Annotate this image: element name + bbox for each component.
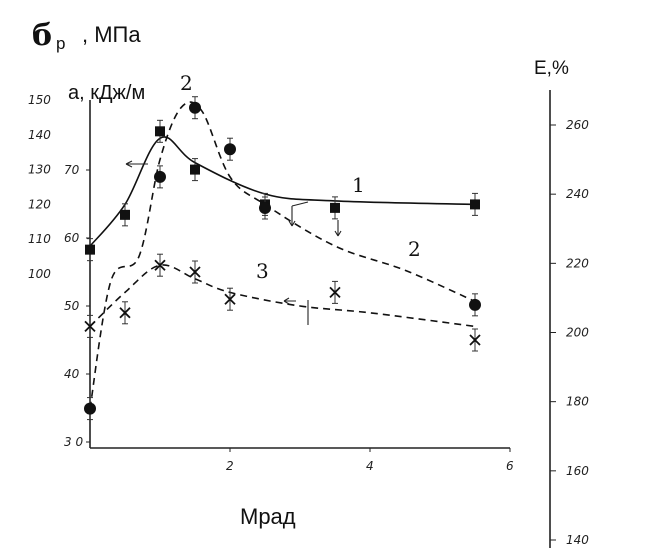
- series-1-point: [120, 209, 130, 220]
- e-tick-label: 140: [566, 533, 589, 547]
- a-tick-label: 3 0: [64, 435, 83, 449]
- axis-indicator-arrow: [334, 220, 342, 237]
- sigma-tick-label: 100: [28, 267, 51, 281]
- sigma-tick-label: 140: [28, 128, 51, 142]
- series-2-point: [224, 143, 236, 156]
- series-1-point: [470, 199, 480, 210]
- a-tick-label: 50: [64, 299, 80, 313]
- curve-label-2: 2: [180, 71, 193, 95]
- sigma-tick-label: 130: [28, 163, 51, 177]
- impact-axis-label: a, кДж/м: [68, 82, 146, 104]
- series-1-point: [330, 202, 340, 213]
- axis-indicator-arrow: [125, 160, 148, 168]
- sigma-tick-label: 120: [28, 197, 51, 211]
- axes-group: [89, 90, 551, 548]
- series-3-point: [329, 286, 341, 299]
- markers-group: [84, 96, 481, 421]
- axis-indicator-arrow: [283, 297, 309, 325]
- e-tick-label: 260: [566, 118, 589, 132]
- sigma-tick-label: 110: [28, 232, 51, 246]
- series-3-point: [84, 320, 96, 333]
- curve-labels-group: 1 2 2 3: [180, 71, 421, 283]
- series-3-point: [469, 334, 481, 346]
- series-1-line: [89, 136, 476, 247]
- a-tick-label: 40: [64, 367, 80, 381]
- curve-label-1: 1: [352, 173, 365, 197]
- e-tick-label: 160: [566, 464, 589, 478]
- x-tick-label: 2: [226, 459, 234, 473]
- sigma-tick-label: 150: [28, 93, 51, 107]
- curves-group: [89, 101, 476, 409]
- series-2-point: [154, 170, 166, 183]
- sigma-symbol: б: [32, 18, 53, 53]
- sigma-unit-label: , МПа: [82, 22, 141, 47]
- series-2-point: [259, 202, 271, 214]
- series-2-point: [84, 402, 96, 415]
- series-3-point: [119, 307, 131, 319]
- axis-indicator-arrow: [288, 201, 309, 227]
- x-axis-title: Мрад: [240, 504, 296, 529]
- series-2-line: [89, 101, 476, 409]
- curve-label-3: 3: [256, 259, 269, 283]
- a-tick-label: 60: [64, 231, 80, 245]
- series-1-point: [155, 126, 165, 137]
- series-2-point: [469, 298, 481, 311]
- curve-label-2: 2: [408, 237, 421, 261]
- x-tick-label: 6: [506, 459, 514, 473]
- elongation-axis-label: E,%: [534, 58, 569, 79]
- series-3-point: [189, 266, 201, 278]
- e-tick-label: 180: [566, 395, 589, 409]
- series-3-point: [154, 259, 166, 271]
- series-1-point: [190, 164, 200, 175]
- series-3-line: [89, 264, 476, 328]
- series-1-point: [85, 244, 95, 255]
- sigma-subscript: р: [56, 34, 66, 53]
- e-tick-label: 240: [566, 187, 589, 201]
- a-tick-label: 70: [64, 163, 80, 177]
- series-3-point: [224, 293, 236, 305]
- x-tick-label: 4: [366, 459, 374, 473]
- series-2-point: [189, 101, 201, 114]
- e-tick-label: 200: [566, 326, 589, 340]
- e-tick-label: 220: [566, 256, 589, 270]
